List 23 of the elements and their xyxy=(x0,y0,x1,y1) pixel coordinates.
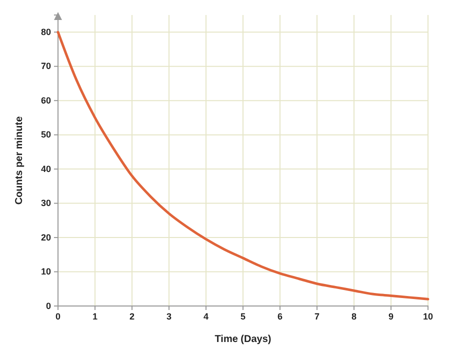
y-tick-label: 80 xyxy=(40,27,51,37)
y-tick-label: 40 xyxy=(40,164,51,174)
y-tick-label: 70 xyxy=(40,61,51,72)
y-axis-title: Counts per minute xyxy=(14,116,25,205)
x-tick-label: 2 xyxy=(129,311,135,322)
y-tick-label: 20 xyxy=(40,232,51,242)
y-tick-label: 50 xyxy=(40,130,51,140)
y-tick-label: 30 xyxy=(40,198,51,208)
x-tick-label: 10 xyxy=(422,311,434,322)
x-tick-label: 6 xyxy=(277,311,283,322)
x-tick-label: 7 xyxy=(314,311,320,322)
x-tick-label: 8 xyxy=(351,311,357,322)
y-tick-label: 10 xyxy=(40,266,51,277)
line-series xyxy=(56,30,430,300)
x-axis-title: Time (Days) xyxy=(214,334,272,345)
x-tick-label: 9 xyxy=(388,311,394,322)
x-tick-label: 4 xyxy=(203,311,209,322)
x-tick-label: 3 xyxy=(166,311,172,322)
x-tick-label: 5 xyxy=(240,311,246,322)
y-tick-label: 60 xyxy=(40,95,51,106)
x-tick-label: 1 xyxy=(92,311,98,322)
y-tick-label: 0 xyxy=(46,300,51,311)
x-tick-label: 0 xyxy=(55,311,61,322)
